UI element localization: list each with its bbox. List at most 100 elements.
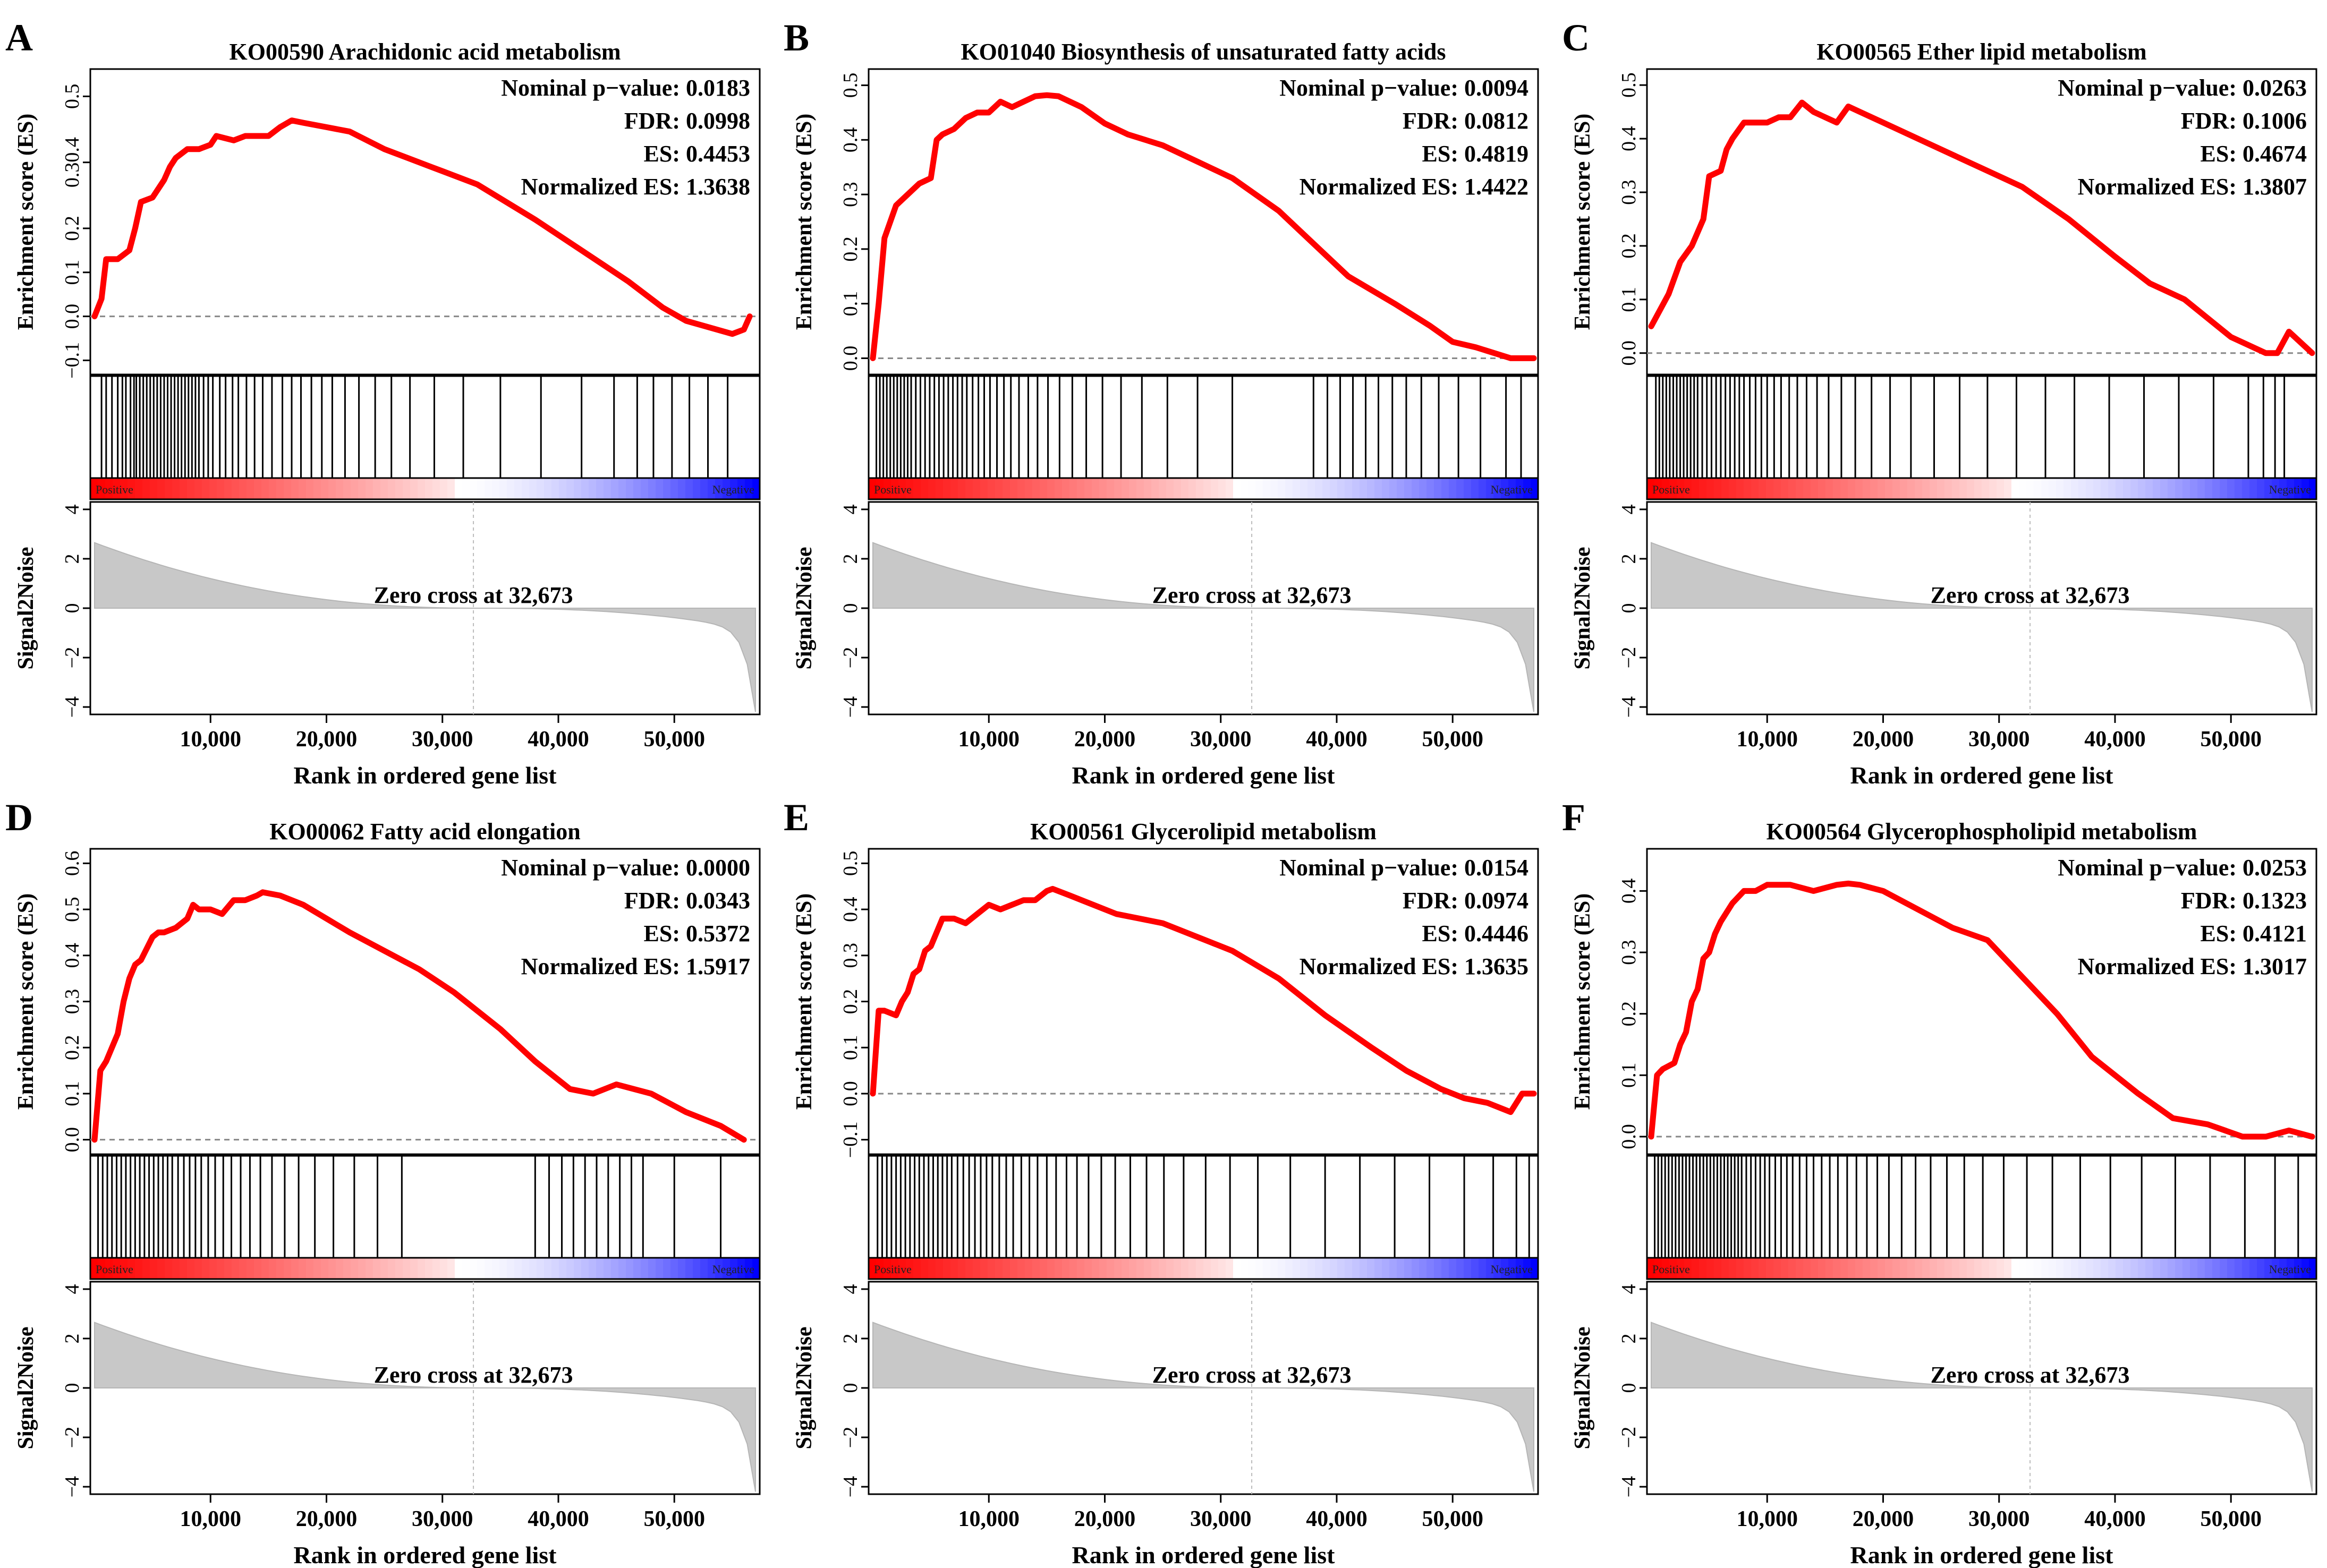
ranked-color-bar-segment — [128, 1258, 135, 1279]
ranked-color-bar-segment — [1803, 1258, 1811, 1279]
ranked-color-bar-segment — [2019, 478, 2027, 499]
ranked-color-bar-segment — [418, 1258, 426, 1279]
ranked-color-bar-segment — [1136, 1258, 1144, 1279]
signal2noise-area — [94, 1322, 756, 1492]
ranked-color-bar-segment — [492, 1258, 500, 1279]
xtick-label: 50,000 — [643, 727, 705, 752]
ranked-color-bar-segment — [1166, 1258, 1174, 1279]
ranked-color-bar-segment — [1382, 1258, 1390, 1279]
ranked-color-bar-segment — [1773, 478, 1781, 499]
hits-frame — [89, 1155, 761, 1259]
metric-ytick-label: 4 — [839, 504, 862, 514]
ranked-color-bar-segment — [1788, 1258, 1796, 1279]
es-plot-frame — [1646, 848, 2317, 1155]
ranked-color-bar-segment — [2071, 1258, 2079, 1279]
ranked-color-bar-segment — [2272, 1258, 2280, 1279]
ranked-color-bar-segment — [1166, 478, 1174, 499]
xlabel: Rank in ordered gene list — [1072, 1541, 1336, 1568]
ranked-color-bar-segment — [1796, 478, 1804, 499]
ranked-color-bar-segment — [1714, 1258, 1722, 1279]
ranked-color-bar-segment — [2197, 478, 2205, 499]
metric-ytick-label: −2 — [61, 1427, 83, 1448]
ranked-color-bar-segment — [306, 478, 314, 499]
ranked-color-bar-segment — [626, 1258, 634, 1279]
signal2noise-area — [872, 542, 1534, 712]
es-ytick-label: 0.2 — [839, 236, 862, 262]
ranked-color-bar-segment — [663, 1258, 671, 1279]
ranked-color-bar-segment — [514, 1258, 522, 1279]
stat-line-3: ES: 0.5372 — [644, 921, 750, 947]
ranked-color-bar-segment — [2130, 478, 2138, 499]
ranked-color-bar-segment — [1997, 1258, 2005, 1279]
ranked-color-bar-segment — [715, 1258, 723, 1279]
ranked-color-bar-segment — [284, 478, 292, 499]
ranked-color-bar-segment — [2220, 1258, 2228, 1279]
ranked-color-bar-segment — [2294, 478, 2302, 499]
stat-line-4: Normalized ES: 1.3638 — [521, 174, 750, 200]
stat-line-2: FDR: 0.0812 — [1403, 108, 1528, 134]
ranked-color-bar-segment — [2249, 1258, 2257, 1279]
ranked-color-bar-segment — [876, 478, 884, 499]
ranked-color-bar-segment — [403, 1258, 411, 1279]
ranked-color-bar-segment — [2205, 478, 2213, 499]
ranked-color-bar-segment — [1114, 1258, 1122, 1279]
xtick-label: 30,000 — [1968, 1507, 2030, 1531]
ranked-color-bar-segment — [898, 1258, 906, 1279]
ranked-color-bar-segment — [299, 478, 307, 499]
es-ylabel: Enrichment score (ES) — [14, 893, 38, 1110]
ranked-color-bar-segment — [730, 478, 738, 499]
negative-label: Negative — [1491, 1263, 1533, 1276]
gsea-panel-a: A KO00590 Arachidonic acid metabolism −0.1… — [5, 16, 761, 789]
gsea-panel-b: B KO01040 Biosynthesis of unsaturated fat… — [784, 16, 1539, 789]
ranked-color-bar-segment — [648, 478, 656, 499]
ranked-color-bar-segment — [2197, 1258, 2205, 1279]
ranked-color-bar-segment — [1811, 478, 1819, 499]
ranked-color-bar-segment — [2242, 1258, 2250, 1279]
ranked-color-bar-segment — [477, 478, 485, 499]
ranked-color-bar-segment — [2056, 478, 2064, 499]
ranked-color-bar-segment — [269, 478, 277, 499]
xtick-label: 40,000 — [2084, 727, 2146, 752]
ranked-color-bar-segment — [120, 478, 128, 499]
ranked-color-bar-segment — [477, 1258, 485, 1279]
ranked-color-bar-segment — [418, 478, 426, 499]
es-plot-frame — [89, 68, 761, 376]
ranked-color-bar-segment — [455, 478, 463, 499]
es-curve-line — [870, 92, 1537, 361]
ranked-color-bar-segment — [358, 478, 366, 499]
ranked-color-bar-segment — [2279, 1258, 2287, 1279]
ranked-color-bar-segment — [351, 478, 359, 499]
ranked-color-bar-segment — [432, 478, 440, 499]
ranked-color-bar-segment — [2108, 478, 2116, 499]
xtick-label: 40,000 — [528, 727, 589, 752]
ranked-color-bar-segment — [1937, 478, 1945, 499]
metric-ytick-label: 2 — [839, 553, 862, 564]
ranked-color-bar-segment — [2145, 1258, 2153, 1279]
signal2noise-area — [94, 542, 756, 712]
ranked-color-bar-segment — [2026, 478, 2034, 499]
ranked-color-bar-segment — [1773, 1258, 1781, 1279]
ranked-color-bar-segment — [1441, 478, 1449, 499]
ranked-color-bar-segment — [745, 1258, 753, 1279]
es-ytick-label: 0.1 — [1618, 1063, 1640, 1088]
ranked-color-bar-segment — [1516, 478, 1524, 499]
ranked-color-bar-segment — [1959, 1258, 1967, 1279]
ranked-color-bar-segment — [1922, 478, 1930, 499]
ranked-color-bar-segment — [1010, 478, 1018, 499]
ranked-color-bar-segment — [1032, 478, 1040, 499]
ranked-color-bar-segment — [276, 478, 284, 499]
ranked-color-bar-segment — [1248, 478, 1256, 499]
xlabel: Rank in ordered gene list — [1072, 762, 1336, 789]
ranked-color-bar-segment — [1062, 478, 1070, 499]
ranked-color-bar-segment — [2190, 478, 2198, 499]
ranked-color-bar-segment — [869, 478, 877, 499]
ranked-color-bar-segment — [2205, 1258, 2213, 1279]
hits-frame — [89, 375, 761, 479]
ranked-color-bar-segment — [678, 478, 686, 499]
ranked-color-bar-frame — [868, 1257, 1539, 1280]
ranked-color-bar-segment — [395, 1258, 403, 1279]
ranked-color-bar-segment — [180, 1258, 188, 1279]
ranked-color-bar-frame — [1646, 477, 2317, 500]
metric-ytick-label: 4 — [1618, 504, 1640, 514]
ranked-color-bar-segment — [1322, 1258, 1330, 1279]
